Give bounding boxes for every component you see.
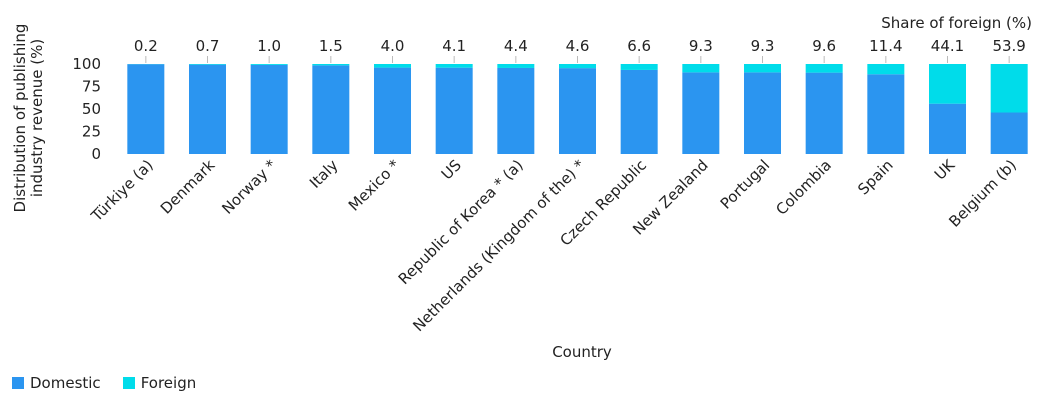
foreign-share-label: 53.9 bbox=[992, 37, 1025, 55]
x-tick-label: Colombia bbox=[772, 156, 835, 219]
foreign-share-label: 11.4 bbox=[869, 37, 902, 55]
bar-domestic-6 bbox=[497, 68, 534, 154]
y-tick-label: 50 bbox=[82, 100, 101, 118]
foreign-share-label: 44.1 bbox=[931, 37, 964, 55]
bar-domestic-5 bbox=[436, 68, 473, 154]
x-tick-label: Denmark bbox=[157, 156, 219, 218]
bar-domestic-11 bbox=[806, 73, 843, 154]
foreign-share-label: 4.6 bbox=[566, 37, 590, 55]
bar-domestic-2 bbox=[251, 65, 288, 154]
foreign-share-label: 1.0 bbox=[257, 37, 281, 55]
x-tick-label: Türkiye (a) bbox=[87, 156, 157, 226]
y-tick-label: 25 bbox=[82, 123, 101, 141]
foreign-share-label: 0.7 bbox=[196, 37, 220, 55]
bar-domestic-9 bbox=[682, 72, 719, 154]
y-axis-title-line-1: Distribution of publishing bbox=[11, 24, 29, 213]
bar-domestic-12 bbox=[867, 74, 904, 154]
y-axis: 0 25 50 75 100 bbox=[72, 55, 101, 163]
x-tick-label: Norway * bbox=[218, 156, 280, 218]
legend-label-foreign: Foreign bbox=[141, 374, 197, 392]
bar-foreign-2 bbox=[251, 64, 288, 65]
bar-domestic-14 bbox=[991, 113, 1028, 154]
foreign-share-label: 0.2 bbox=[134, 37, 158, 55]
bar-foreign-1 bbox=[189, 64, 226, 65]
bar-domestic-7 bbox=[559, 68, 596, 154]
y-tick-label: 75 bbox=[82, 78, 101, 96]
foreign-share-label: 9.6 bbox=[812, 37, 836, 55]
x-tick-label: UK bbox=[931, 155, 959, 183]
x-tick-label: Mexico * bbox=[345, 156, 404, 215]
legend-item-domestic: Domestic bbox=[12, 374, 101, 392]
bar-foreign-6 bbox=[497, 64, 534, 68]
bar-foreign-14 bbox=[991, 64, 1028, 113]
x-axis-title: Country bbox=[552, 343, 612, 361]
foreign-share-labels: 0.2 0.7 1.0 1.5 4.0 4.1 4.4 4.6 6.6 9.3 9.3 9.6 11.4… bbox=[134, 37, 1026, 55]
bar-domestic-10 bbox=[744, 72, 781, 154]
bar-foreign-5 bbox=[436, 64, 473, 68]
bar-domestic-4 bbox=[374, 68, 411, 154]
bar-domestic-1 bbox=[189, 65, 226, 154]
foreign-share-label: 1.5 bbox=[319, 37, 343, 55]
y-tick-label: 100 bbox=[72, 55, 101, 73]
x-tick-label: Portugal bbox=[717, 156, 774, 213]
bars bbox=[127, 56, 1027, 154]
foreign-share-label: 9.3 bbox=[689, 37, 713, 55]
foreign-share-label: 4.4 bbox=[504, 37, 528, 55]
bar-foreign-9 bbox=[682, 64, 719, 72]
x-tick-label: US bbox=[438, 156, 465, 183]
bar-domestic-13 bbox=[929, 104, 966, 154]
foreign-share-label: 6.6 bbox=[627, 37, 651, 55]
legend-swatch-domestic bbox=[12, 377, 24, 389]
bar-foreign-10 bbox=[744, 64, 781, 72]
bar-foreign-13 bbox=[929, 64, 966, 104]
bar-domestic-0 bbox=[127, 64, 164, 154]
bar-foreign-11 bbox=[806, 64, 843, 73]
bar-foreign-7 bbox=[559, 64, 596, 68]
y-tick-label: 0 bbox=[91, 145, 101, 163]
legend-item-foreign: Foreign bbox=[123, 374, 197, 392]
foreign-share-label: 4.1 bbox=[442, 37, 466, 55]
x-tick-label: Spain bbox=[854, 156, 896, 198]
legend-swatch-foreign bbox=[123, 377, 135, 389]
bar-foreign-3 bbox=[312, 64, 349, 65]
bar-foreign-4 bbox=[374, 64, 411, 68]
foreign-share-label: 9.3 bbox=[751, 37, 775, 55]
x-tick-label: Italy bbox=[306, 156, 342, 192]
foreign-share-label: 4.0 bbox=[381, 37, 405, 55]
share-of-foreign-title: Share of foreign (%) bbox=[881, 14, 1032, 32]
legend-label-domestic: Domestic bbox=[30, 374, 101, 392]
bar-domestic-3 bbox=[312, 65, 349, 154]
bar-foreign-8 bbox=[621, 64, 658, 70]
x-tick-label: Republic of Korea * (a) bbox=[395, 156, 527, 288]
bar-foreign-12 bbox=[867, 64, 904, 74]
bar-domestic-8 bbox=[621, 70, 658, 154]
legend: Domestic Foreign bbox=[12, 374, 218, 392]
y-axis-title-line-2: industry revenue (%) bbox=[28, 39, 46, 197]
